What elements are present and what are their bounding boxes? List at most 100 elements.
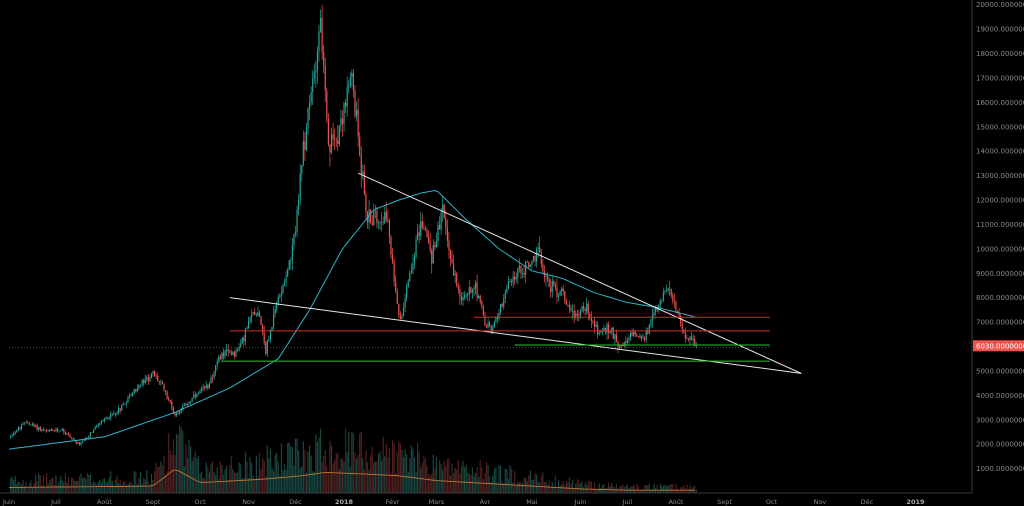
volume-bar <box>135 471 137 493</box>
candle-body <box>584 308 586 312</box>
volume-bar <box>321 462 323 493</box>
volume-bar <box>460 465 463 493</box>
candle-body <box>291 245 293 260</box>
candle-body <box>443 204 445 218</box>
volume-bar <box>287 443 289 493</box>
y-tick-label: 2000.00000000 <box>976 441 1024 449</box>
candle-body <box>138 385 140 389</box>
volume-bar <box>658 489 660 493</box>
candle-body <box>266 340 268 354</box>
x-tick-label: Oct <box>766 498 778 506</box>
candle-body <box>135 389 137 392</box>
volume-bar <box>191 460 193 493</box>
candle-body <box>130 395 132 397</box>
candle-body <box>335 139 337 141</box>
candle-body <box>351 73 353 78</box>
y-tick-label: 4000.00000000 <box>976 392 1024 400</box>
candle-body <box>534 256 536 262</box>
volume-bar <box>373 463 375 493</box>
volume-bar <box>179 425 181 493</box>
candle-body <box>402 307 405 317</box>
volume-bar <box>590 481 593 493</box>
volume-bar <box>470 475 472 493</box>
candle-body <box>97 424 99 427</box>
volume-bar <box>637 486 639 493</box>
volume-bar <box>506 469 508 493</box>
candle-body <box>359 136 361 156</box>
candle-body <box>484 315 486 326</box>
candle-body <box>33 423 35 427</box>
candle-body <box>645 330 647 341</box>
volume-bar <box>420 467 422 493</box>
candle-body <box>111 413 113 415</box>
candle-body <box>453 263 455 276</box>
candle-body <box>313 72 315 79</box>
candle-body <box>687 338 690 341</box>
volume-bar <box>216 466 218 493</box>
volume-bar <box>438 460 441 493</box>
volume-bar <box>338 468 340 493</box>
candle-body <box>373 211 375 226</box>
volume-bar <box>662 485 665 493</box>
x-tick-label: Nov <box>814 498 827 506</box>
volume-bar <box>319 428 322 493</box>
candle-body <box>506 288 508 293</box>
candle-body <box>568 304 571 309</box>
candle-body <box>139 384 142 386</box>
volume-bar <box>312 470 314 493</box>
candle-body <box>30 424 32 426</box>
volume-bar <box>493 469 495 493</box>
volume-bar <box>335 453 337 493</box>
candle-body <box>285 276 287 282</box>
candle-body <box>546 275 549 280</box>
volume-bar <box>302 441 304 493</box>
volume-bar <box>262 457 264 493</box>
candle-body <box>102 420 104 422</box>
candle-body <box>258 312 261 317</box>
volume-bar <box>659 483 661 493</box>
candle-body <box>526 261 528 263</box>
volume-bar <box>553 485 555 493</box>
volume-bar <box>608 482 610 493</box>
volume-bar <box>175 434 178 493</box>
volume-bar <box>193 456 195 493</box>
volume-bar <box>171 454 173 493</box>
volume-bar <box>304 450 306 493</box>
volume-bar <box>617 488 619 493</box>
candle-body <box>363 171 365 194</box>
candle-body <box>354 90 356 116</box>
volume-bar <box>44 486 46 493</box>
x-axis[interactable]: Juin Juil Août Sept Oct Nov Déc 2018 Févr Mars Avr… <box>2 498 925 506</box>
candle-body <box>128 395 131 398</box>
candle-body <box>110 413 112 418</box>
candle-body <box>370 209 372 223</box>
candle-body <box>80 442 82 445</box>
volume-bar <box>539 482 541 493</box>
volume-bar <box>664 484 666 493</box>
candle-body <box>633 331 635 336</box>
candle-body <box>431 250 433 264</box>
candle-body <box>179 412 181 415</box>
volume-bar <box>465 464 467 493</box>
candle-body <box>69 434 71 438</box>
candle-body <box>381 222 383 223</box>
candle-body <box>39 427 41 431</box>
candle-body <box>152 371 154 374</box>
candle-body <box>561 288 563 292</box>
volume-bar <box>418 452 420 493</box>
candle-body <box>290 259 292 261</box>
candle-body <box>58 430 60 432</box>
volume-bar <box>578 480 580 493</box>
volume-bar <box>177 434 179 493</box>
candle-body <box>454 273 456 276</box>
candle-body <box>680 315 682 324</box>
candle-body <box>695 345 697 347</box>
volume-bar <box>675 483 677 493</box>
volume-bar <box>348 431 350 493</box>
volume-bar <box>24 485 26 493</box>
volume-bar <box>499 466 502 493</box>
candle-body <box>22 423 24 425</box>
candle-body <box>418 232 420 236</box>
volume-bar <box>49 480 51 493</box>
